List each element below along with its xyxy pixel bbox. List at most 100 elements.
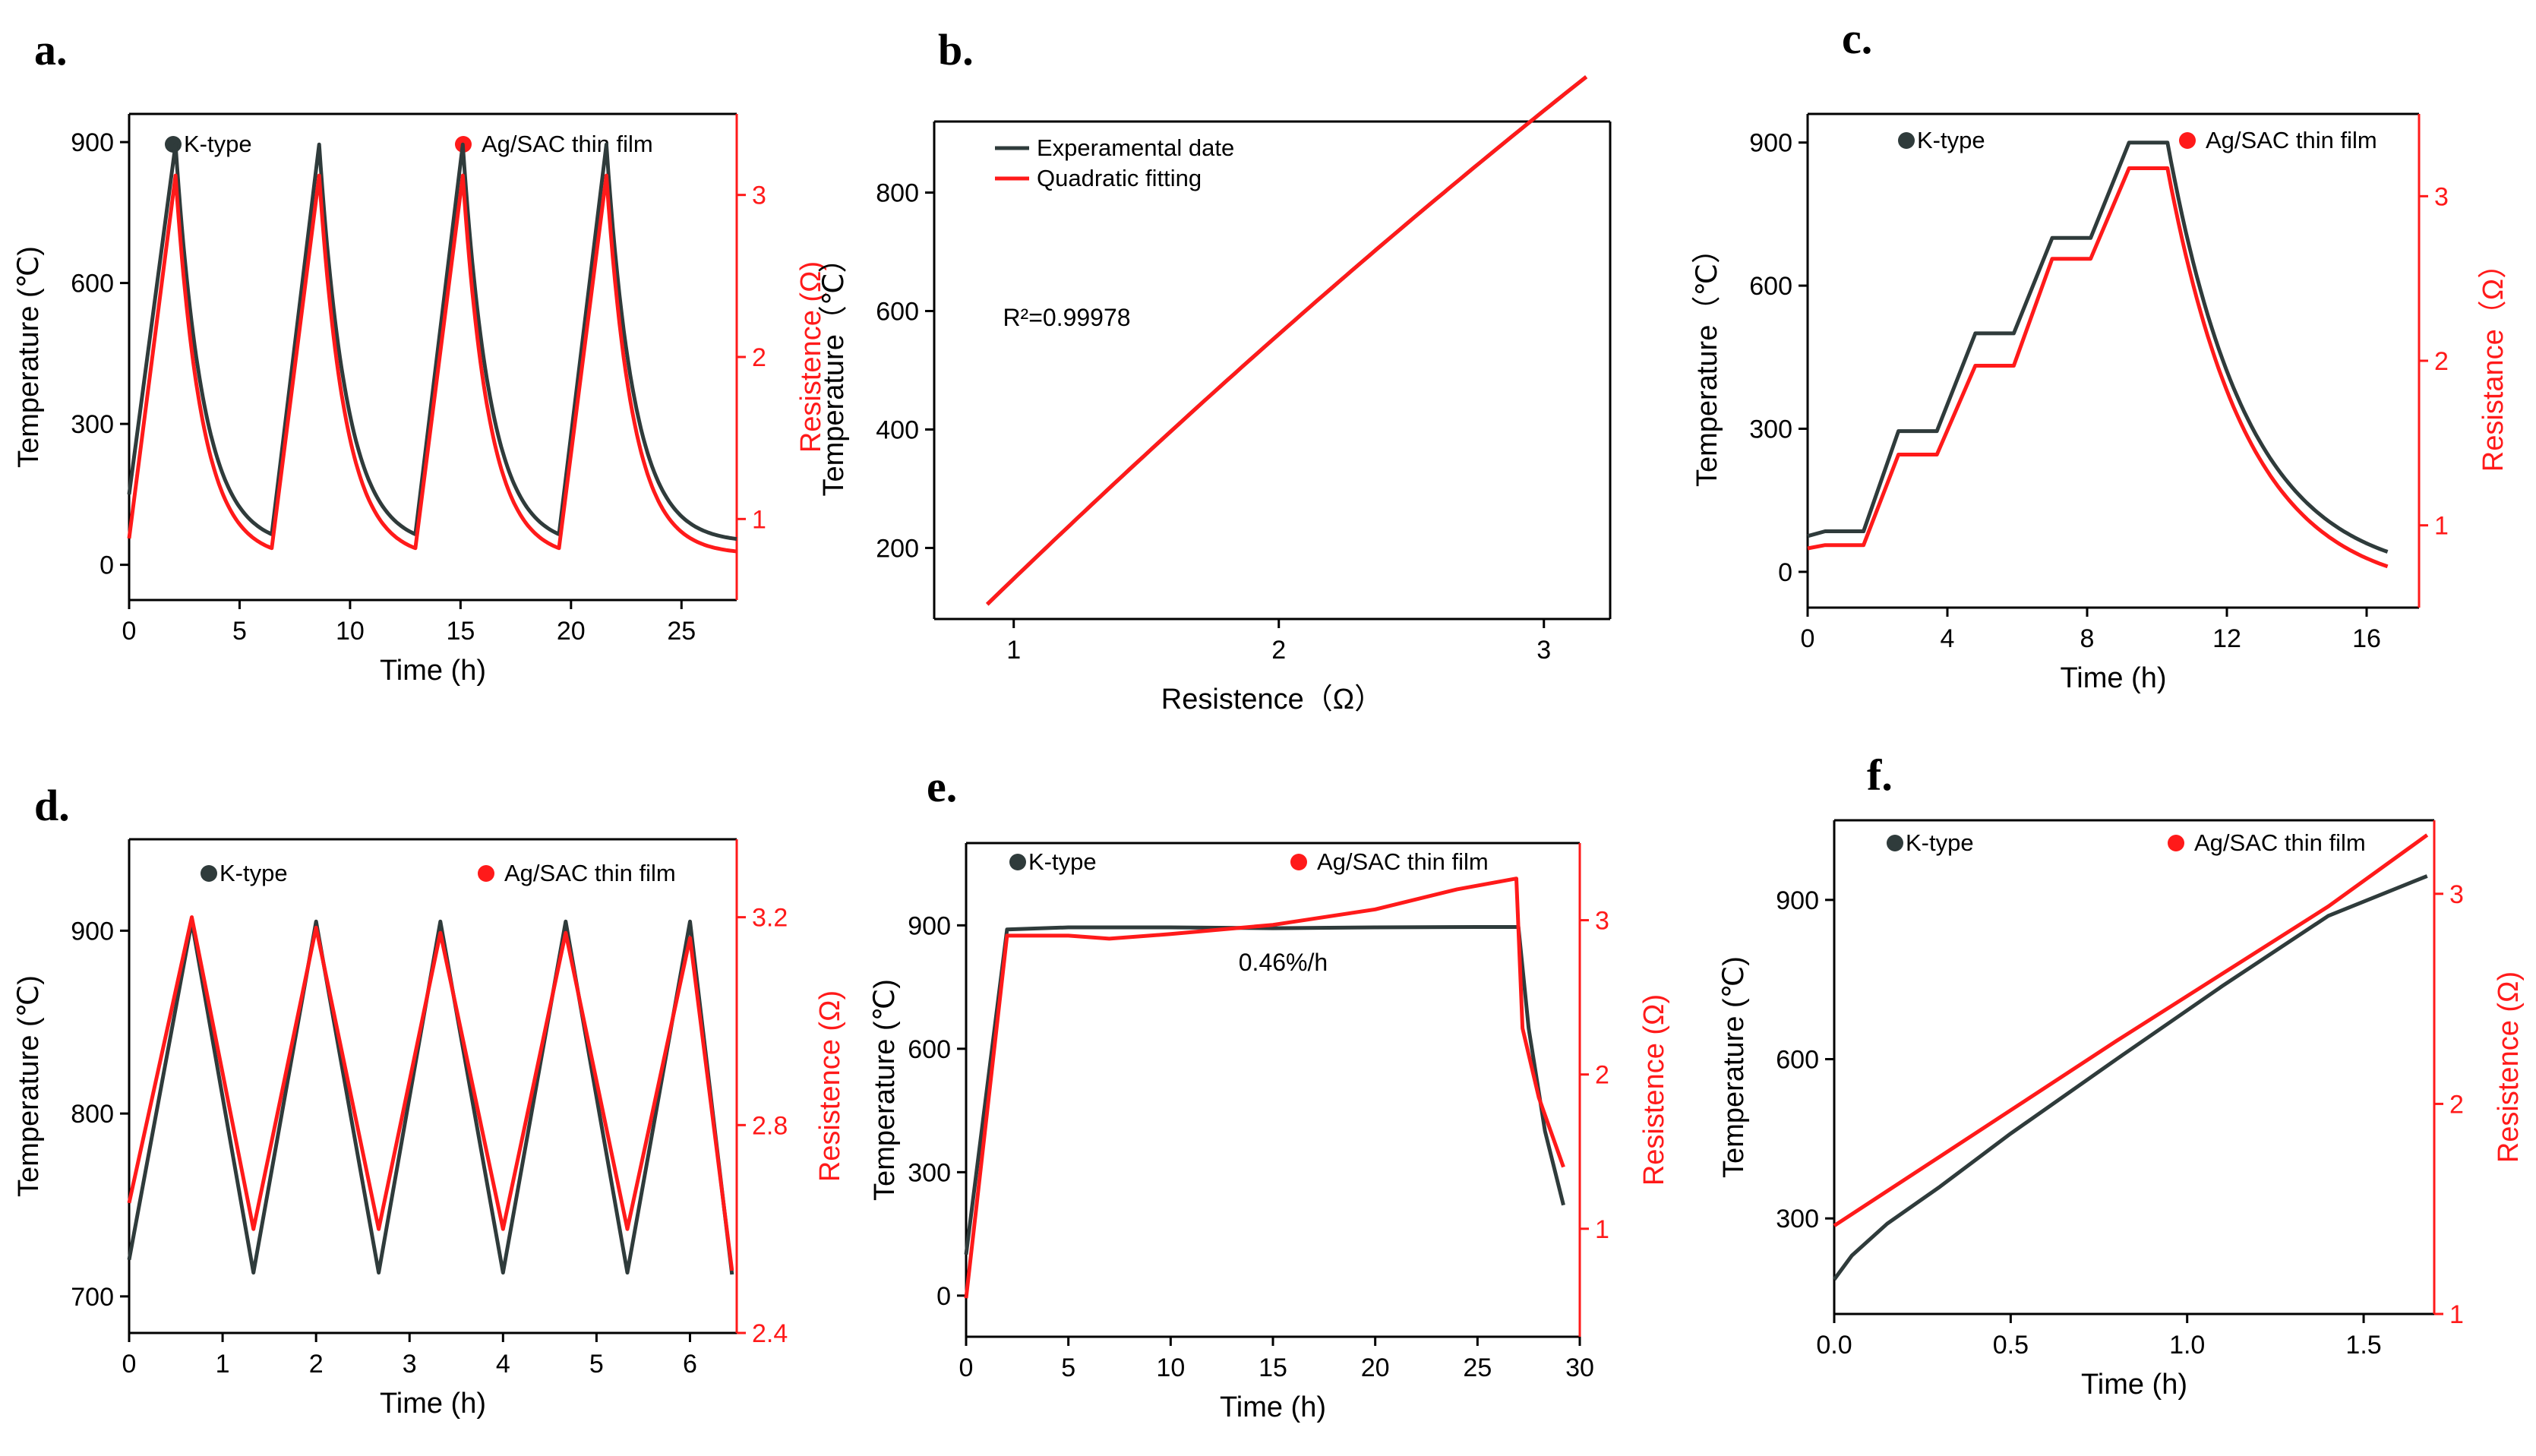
y-axis-title: Temperature (℃) <box>13 246 45 468</box>
legend-marker-k-type <box>1009 854 1026 870</box>
x-tick-label: 12 <box>2212 624 2241 653</box>
axes-frame <box>128 838 738 1334</box>
x-tick-label: 0 <box>122 1350 137 1379</box>
legend-label: Experamental date <box>1037 134 1234 161</box>
legend-label: Ag/SAC thin film <box>2194 829 2366 856</box>
series-line-film <box>1833 833 2429 1227</box>
x-tick-label: 4 <box>1941 624 1955 653</box>
series-line-film <box>1807 166 2389 569</box>
y2-tick-label: 2 <box>1595 1061 1609 1090</box>
y2-axis-title: Resistance（Ω） <box>2478 250 2509 472</box>
legend-label: Ag/SAC thin film <box>504 860 676 886</box>
y2-tick-label: 3 <box>752 182 766 210</box>
x-tick-label: 5 <box>1061 1353 1075 1382</box>
y-tick-label: 900 <box>71 128 114 157</box>
legend-marker-k-type <box>1887 835 1903 851</box>
y-axis-title: Temperature（℃） <box>1691 235 1723 487</box>
y-tick-label: 900 <box>1776 886 1819 915</box>
x-tick-label: 0 <box>122 617 137 646</box>
x-axis-title: Time (h) <box>380 655 486 687</box>
series-line-film <box>986 75 1588 606</box>
x-tick-label: 5 <box>589 1350 604 1379</box>
x-axis-title: Time (h) <box>2081 1369 2187 1401</box>
legend-marker-k-type <box>1898 132 1915 149</box>
x-tick-label: 8 <box>2080 624 2095 653</box>
x-tick-label: 5 <box>232 617 247 646</box>
x-tick-label: 6 <box>683 1350 697 1379</box>
axes-frame <box>128 112 738 602</box>
y2-tick-label: 1 <box>2449 1300 2464 1329</box>
y2-tick-label: 1 <box>752 505 766 534</box>
x-tick-label: 15 <box>446 617 475 646</box>
series-line-k-type <box>127 142 737 542</box>
x-tick-label: 1 <box>216 1350 230 1379</box>
x-axis-title: Time (h) <box>380 1388 486 1420</box>
y-tick-label: 200 <box>876 534 919 563</box>
panel-b: b. 1 2 3 200 400 600 800 Resistence（Ω） Temperatur… <box>818 25 1612 715</box>
x-tick-label: 0 <box>1801 624 1815 653</box>
y-axis-title: Temperature（℃） <box>818 245 850 497</box>
y2-tick-label: 2 <box>752 343 766 372</box>
axes-frame <box>1833 819 2436 1315</box>
series-line-k-type <box>1807 141 2389 554</box>
legend-label: Ag/SAC thin film <box>1317 848 1489 875</box>
series-line-k-type <box>964 925 1565 1255</box>
y2-axis-title: Resistence (Ω) <box>1638 994 1670 1186</box>
y-tick-label: 600 <box>876 298 919 327</box>
x-tick-label: 3 <box>403 1350 417 1379</box>
panel-f: f. 0.0 0.5 1.0 1.5 300 600 900 1 2 3 Time (h) Temper… <box>1718 750 2525 1401</box>
legend-marker-film <box>1290 854 1307 870</box>
y2-axis-title: Resistence (Ω) <box>814 990 846 1182</box>
x-tick-label: 20 <box>1361 1353 1390 1382</box>
x-tick-label: 10 <box>336 617 365 646</box>
legend-marker-film <box>2168 835 2184 851</box>
y-tick-label: 0 <box>1778 558 1792 587</box>
x-tick-label: 30 <box>1565 1353 1594 1382</box>
x-axis-title: Time (h) <box>1220 1391 1326 1423</box>
y-tick-label: 0 <box>936 1282 951 1311</box>
y2-tick-label: 3 <box>2449 880 2464 909</box>
x-tick-label: 16 <box>2352 624 2381 653</box>
x-tick-label: 1.0 <box>2169 1331 2205 1360</box>
y-tick-label: 800 <box>71 1100 114 1129</box>
y-tick-label: 300 <box>71 410 114 439</box>
series-line-k-type <box>1832 874 2428 1281</box>
y2-axis-title: Resistence (Ω) <box>795 261 827 453</box>
y-tick-label: 400 <box>876 415 919 444</box>
y-axis-title: Temperature (℃) <box>13 975 45 1197</box>
x-axis-title: Time (h) <box>2060 662 2166 694</box>
y2-tick-label: 3.2 <box>752 904 788 933</box>
y-tick-label: 700 <box>71 1283 114 1312</box>
x-tick-label: 0 <box>959 1353 974 1382</box>
x-tick-label: 0.5 <box>1993 1331 2029 1360</box>
x-tick-label: 2 <box>1271 636 1286 665</box>
legend-label: K-type <box>1906 829 1974 856</box>
axes-frame <box>965 842 1581 1338</box>
x-tick-label: 1 <box>1006 636 1021 665</box>
x-tick-label: 1.5 <box>2345 1331 2381 1360</box>
y-tick-label: 600 <box>908 1035 951 1064</box>
y-axis-title: Temperature (℃) <box>1718 956 1750 1178</box>
y2-tick-label: 2.4 <box>752 1319 788 1348</box>
annotation: 0.46%/h <box>1239 949 1328 976</box>
y2-tick-label: 1 <box>2434 512 2449 541</box>
y2-tick-label: 1 <box>1595 1215 1609 1244</box>
x-tick-label: 2 <box>309 1350 324 1379</box>
x-axis-title: Resistence（Ω） <box>1161 684 1383 715</box>
y2-tick-label: 2 <box>2434 347 2449 376</box>
y2-tick-label: 2 <box>2449 1090 2464 1119</box>
legend-marker-film <box>478 865 494 882</box>
y-tick-label: 900 <box>1749 129 1792 158</box>
series-line-film <box>127 915 734 1271</box>
panel-label-e: e. <box>927 762 957 811</box>
panel-label-a: a. <box>34 25 68 74</box>
panel-label-b: b. <box>938 25 974 74</box>
y-tick-label: 300 <box>1749 415 1792 444</box>
legend-label: K-type <box>219 860 288 886</box>
x-tick-label: 10 <box>1156 1353 1185 1382</box>
y-tick-label: 600 <box>1749 272 1792 301</box>
y-tick-label: 300 <box>908 1158 951 1187</box>
annotation: R²=0.99978 <box>1003 304 1130 331</box>
